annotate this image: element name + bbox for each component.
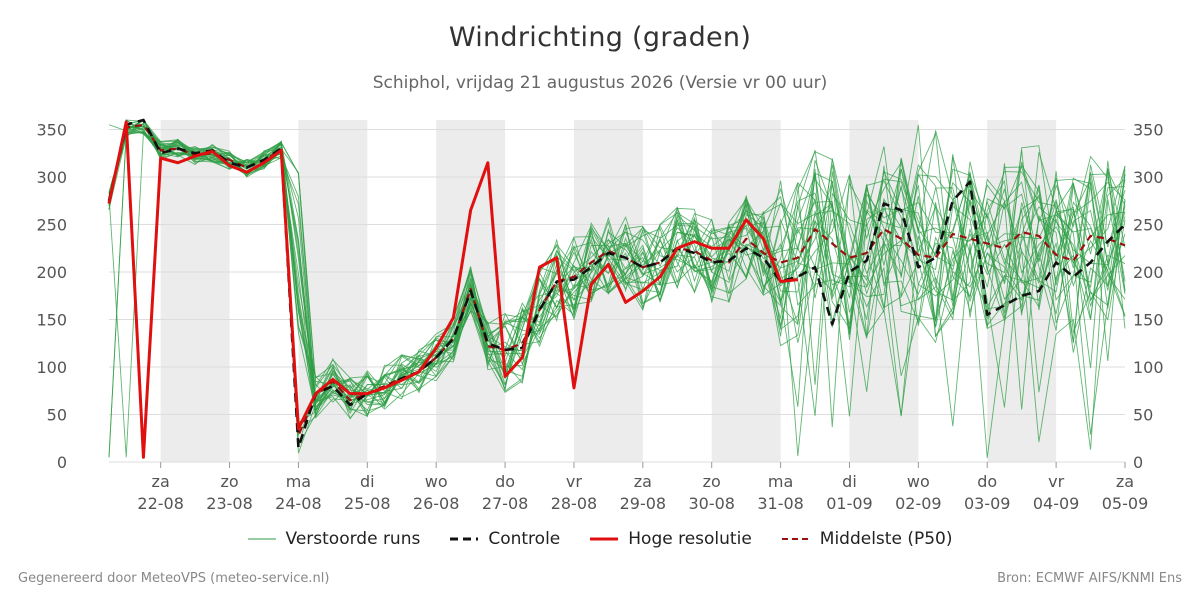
y-tick-label-left: 0 [57, 453, 67, 472]
y-tick-label-right: 300 [1133, 168, 1164, 187]
x-tick-day: do [977, 472, 997, 491]
x-tick-day: za [634, 472, 652, 491]
ensemble-member-line [108, 130, 1126, 433]
x-tick-date: 29-08 [620, 494, 667, 513]
legend-item-hires: Hoge resolutie [590, 529, 752, 549]
y-tick-label-right: 250 [1133, 216, 1164, 235]
x-tick-day: za [1116, 472, 1134, 491]
x-tick-day: do [495, 472, 515, 491]
x-tick-day: di [360, 472, 375, 491]
y-tick-label-left: 150 [36, 311, 67, 330]
x-tick-date: 25-08 [344, 494, 391, 513]
x-tick-date: 05-09 [1102, 494, 1149, 513]
legend-swatch-median [781, 538, 810, 540]
chart-subtitle: Schiphol, vrijdag 21 augustus 2026 (Vers… [372, 73, 828, 93]
y-tick-label-right: 50 [1133, 406, 1153, 425]
x-tick-date: 02-09 [895, 494, 942, 513]
x-tick-day: zo [703, 472, 721, 491]
y-tick-label-left: 350 [36, 121, 67, 140]
legend-swatch-ensemble [247, 538, 276, 540]
x-tick-date: 01-09 [826, 494, 873, 513]
legend-item-ensemble: Verstoorde runs [247, 529, 421, 549]
y-tick-label-left: 100 [36, 358, 67, 377]
x-tick-date: 24-08 [275, 494, 322, 513]
y-tick-label-right: 200 [1133, 263, 1164, 282]
legend-item-median: Middelste (P50) [781, 529, 953, 549]
x-tick-date: 23-08 [206, 494, 253, 513]
x-tick-date: 28-08 [551, 494, 598, 513]
legend-label-control: Controle [488, 529, 561, 549]
x-tick-date: 22-08 [137, 494, 184, 513]
x-tick-day: zo [220, 472, 238, 491]
footer-generator: Gegenereerd door MeteoVPS (meteo-service… [18, 571, 330, 586]
x-tick-date: 31-08 [757, 494, 804, 513]
chart-title: Windrichting (graden) [448, 22, 752, 53]
x-tick-day: wo [907, 472, 930, 491]
legend-item-control: Controle [450, 529, 560, 549]
x-tick-day: ma [768, 472, 793, 491]
legend-swatch-control [450, 537, 479, 541]
ensemble-member-line [108, 124, 1126, 431]
y-tick-label-left: 50 [47, 406, 67, 425]
y-tick-label-right: 0 [1133, 453, 1143, 472]
hires-line [107, 120, 798, 459]
x-tick-day: ma [286, 472, 311, 491]
x-tick-date: 30-08 [688, 494, 735, 513]
ensemble-member-line [108, 123, 1126, 409]
y-tick-label-right: 350 [1133, 121, 1164, 140]
ensemble-member-line [108, 119, 1126, 417]
legend: Verstoorde runs Controle Hoge resolutie … [0, 529, 1200, 549]
weekend-band [160, 120, 230, 462]
ensemble-member-line [108, 119, 1126, 404]
y-tick-label-left: 200 [36, 263, 67, 282]
x-tick-date: 04-09 [1033, 494, 1080, 513]
x-tick-day: wo [425, 472, 448, 491]
legend-label-ensemble: Verstoorde runs [285, 529, 421, 549]
x-tick-day: za [152, 472, 170, 491]
x-tick-date: 03-09 [964, 494, 1011, 513]
footer-source: Bron: ECMWF AIFS/KNMI Ens [997, 571, 1182, 586]
ensemble-member-line [108, 123, 1126, 458]
y-tick-label-right: 100 [1133, 358, 1164, 377]
control-line [107, 118, 1126, 450]
y-tick-label-left: 300 [36, 168, 67, 187]
x-tick-day: vr [566, 472, 582, 491]
y-tick-label-left: 250 [36, 216, 67, 235]
x-tick-day: vr [1048, 472, 1064, 491]
y-tick-label-right: 150 [1133, 311, 1164, 330]
legend-label-hires: Hoge resolutie [628, 529, 752, 549]
legend-label-median: Middelste (P50) [819, 529, 953, 549]
x-tick-day: di [842, 472, 857, 491]
x-tick-date: 26-08 [413, 494, 460, 513]
legend-swatch-hires [590, 537, 619, 541]
x-tick-date: 27-08 [482, 494, 529, 513]
